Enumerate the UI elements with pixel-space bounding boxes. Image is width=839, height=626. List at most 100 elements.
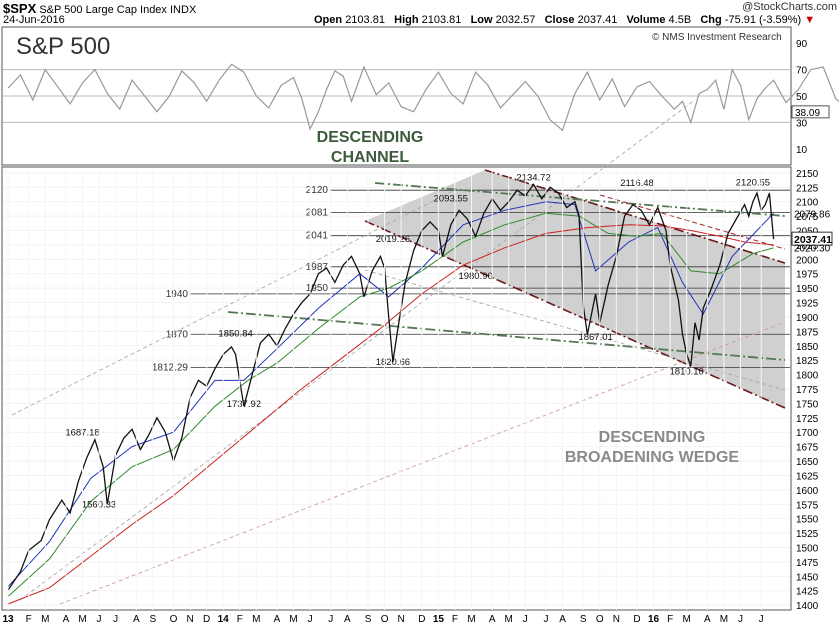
price-tick-label: 1900: [796, 313, 819, 324]
time-tick-label: D: [203, 614, 210, 625]
price-tick-label: 2125: [796, 183, 819, 194]
price-tick-label: 1625: [796, 471, 819, 482]
price-axis: 1400 1425 1450 1475 1500 1525 1550 1575 1600 1625…: [791, 169, 833, 612]
price-tick-label: 2075: [796, 212, 819, 223]
wedge-lower-line: [227, 311, 786, 361]
time-tick-label: J: [97, 614, 102, 625]
right-edge-label: 2079.86: [794, 209, 831, 220]
price-tick-label: 1875: [796, 327, 819, 338]
time-tick-label: M: [720, 614, 728, 625]
price-tick-label: 1550: [796, 515, 819, 526]
time-tick-label: M: [467, 614, 475, 625]
chart-header: $SPX S&P 500 Large Cap Index INDX: [3, 1, 196, 16]
close-value: 2037.41: [577, 14, 618, 26]
index-name: S&P 500 Large Cap Index: [39, 4, 167, 16]
last-close-tag: [791, 231, 833, 246]
time-tick-label: N: [186, 614, 193, 625]
indicator-last-value: 38.09: [795, 108, 820, 119]
time-tick-label: F: [26, 614, 32, 625]
price-annotation: 2093.55: [434, 194, 468, 205]
time-tick-label: S: [580, 614, 587, 625]
time-tick-label: J: [759, 614, 764, 625]
level-label: 1987: [306, 262, 329, 273]
indicator-axis: 10 30 50 70 90 38.09: [791, 39, 830, 156]
level-label: 1940: [166, 289, 189, 300]
indicator-tick-label: 70: [796, 66, 808, 77]
time-tick-label: S: [365, 614, 372, 625]
time-axis: 13 F M A M J J A S O N D 14 F M A M J J A S O N D 15 F M A M J J A S O N D 1…: [2, 170, 764, 625]
time-tick-label: A: [344, 614, 351, 625]
symbol: $SPX: [3, 1, 37, 16]
level-label: 1950: [306, 283, 329, 294]
level-label: 2120: [306, 185, 329, 196]
pattern-shading: [365, 170, 785, 408]
ohlc-readout: Open 2103.81 High 2103.81 Low 2032.57 Cl…: [314, 14, 815, 26]
time-tick-label: A: [489, 614, 496, 625]
pattern-label-channel-line1: DESCENDING: [317, 129, 424, 146]
indicator-line: [7, 63, 839, 132]
last-close-label: 2037.41: [794, 234, 832, 246]
time-tick-label: M: [289, 614, 297, 625]
time-tick-label: J: [523, 614, 528, 625]
exchange: INDX: [170, 4, 197, 16]
time-tick-label: M: [252, 614, 260, 625]
price-line: [7, 183, 775, 591]
time-tick-label: O: [170, 614, 178, 625]
indicator-tick-label: 30: [796, 118, 808, 129]
time-tick-label: O: [381, 614, 389, 625]
time-tick-label: M: [41, 614, 49, 625]
price-tick-label: 2025: [796, 241, 819, 252]
price-annotation: 1980.90: [458, 271, 492, 282]
pattern-label-wedge-line2: BROADENING WEDGE: [565, 449, 740, 466]
time-tick-label: O: [596, 614, 604, 625]
price-tick-label: 1975: [796, 270, 819, 281]
price-tick-label: 2000: [796, 255, 819, 266]
short-resistance-line: [599, 194, 786, 250]
long-support-line: [59, 321, 786, 605]
watermark: @StockCharts.com: [742, 1, 837, 13]
price-tick-label: 1775: [796, 385, 819, 396]
price-series: [7, 183, 775, 591]
time-tick-label: N: [613, 614, 620, 625]
channel-upper-line: [484, 169, 786, 264]
time-tick-label: N: [398, 614, 405, 625]
price-tick-label: 1825: [796, 356, 819, 367]
time-tick-label: M: [78, 614, 86, 625]
attribution: © NMS Investment Research: [652, 32, 782, 43]
time-tick-label: J: [308, 614, 313, 625]
time-tick-label: 13: [2, 614, 14, 625]
time-tick-label: S: [150, 614, 157, 625]
time-tick-label: A: [704, 614, 711, 625]
time-tick-label: M: [683, 614, 691, 625]
grey-support-line: [19, 99, 696, 601]
trendlines: [11, 99, 786, 605]
high-value: 2103.81: [421, 14, 462, 26]
price-tick-label: 1600: [796, 486, 819, 497]
down-arrow-icon: ▼: [804, 14, 816, 26]
time-tick-label: D: [633, 614, 640, 625]
level-label: 1870: [166, 329, 189, 340]
price-annotation: 1867.01: [578, 332, 612, 343]
right-edge-label: 2020.30: [794, 244, 831, 255]
level-label: 2081: [306, 208, 329, 219]
price-tick-label: 1425: [796, 587, 819, 598]
price-tick-label: 1950: [796, 284, 819, 295]
indicator-tick-label: 10: [796, 145, 808, 156]
time-tick-label: A: [133, 614, 140, 625]
time-tick-label: F: [237, 614, 243, 625]
level-label: 2041: [306, 231, 329, 242]
price-annotation: 2019.26: [376, 234, 410, 245]
upper-diagonal-line: [11, 189, 456, 416]
channel-shading: [365, 170, 785, 408]
pattern-label-channel-line2: CHANNEL: [331, 149, 409, 166]
price-tick-label: 1650: [796, 457, 819, 468]
pattern-label-wedge-line1: DESCENDING: [599, 429, 706, 446]
time-tick-label: J: [543, 614, 548, 625]
price-tick-label: 1675: [796, 443, 819, 454]
time-tick-label: 15: [433, 614, 445, 625]
time-tick-label: J: [738, 614, 743, 625]
price-tick-label: 1500: [796, 543, 819, 554]
high-label: High: [394, 14, 419, 26]
time-tick-label: A: [63, 614, 70, 625]
